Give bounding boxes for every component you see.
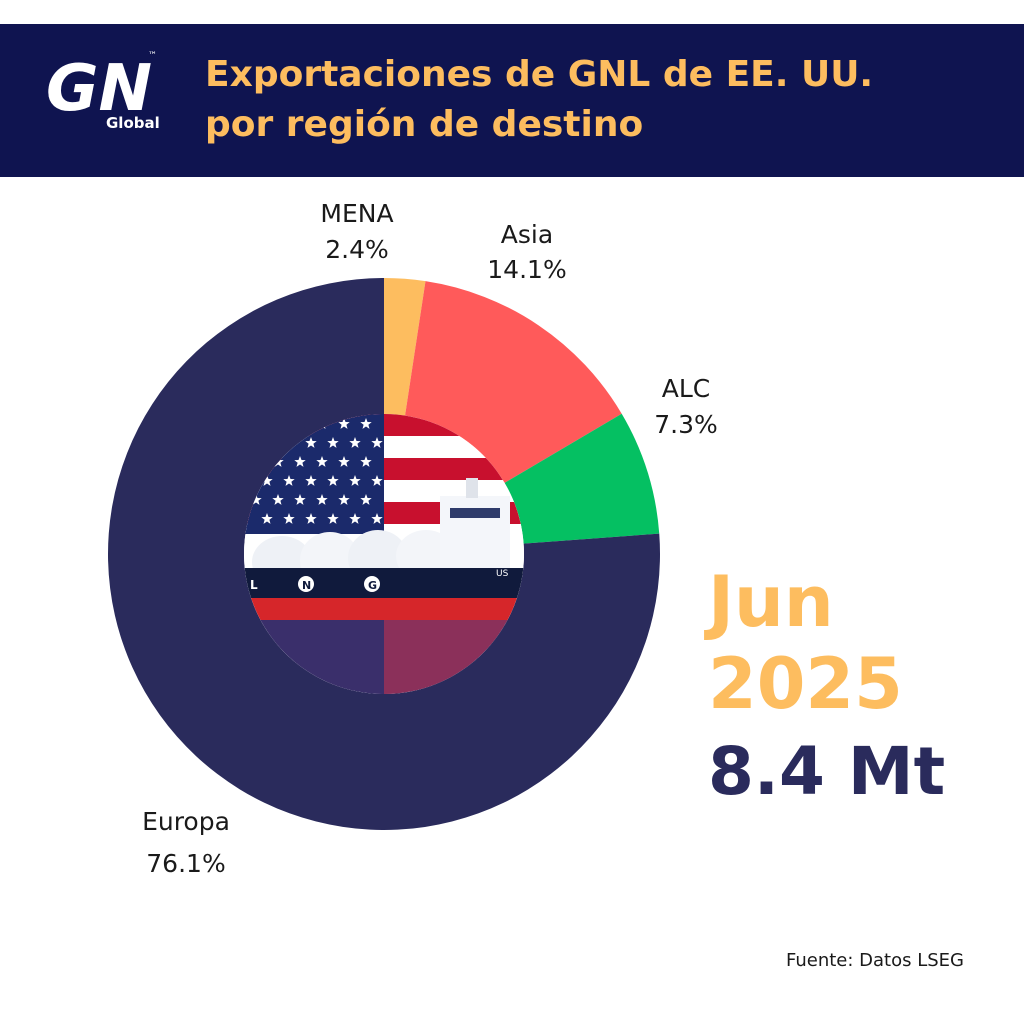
flag-star-icon [338, 418, 350, 429]
flag-star-icon [305, 513, 317, 524]
hull-letter-g: G [368, 579, 377, 592]
flag-star-icon [349, 437, 361, 448]
flag-star-icon [360, 418, 372, 429]
title-line-1: Exportaciones de GNL de EE. UU. [205, 54, 874, 95]
title-line-2: por región de destino [205, 104, 644, 145]
flag-star-icon [327, 475, 339, 486]
flag-star-icon [316, 456, 328, 467]
label-mena-value: 2.4% [325, 235, 389, 264]
flag-star-icon [371, 475, 383, 486]
slice-europa [107, 278, 660, 830]
chart-title: Exportaciones de GNL de EE. UU. por regi… [205, 50, 1005, 150]
flag-star-icon [305, 437, 317, 448]
flag-star-icon [327, 437, 339, 448]
flag-star-icon [250, 494, 262, 505]
flag-star-icon [360, 494, 372, 505]
flag-star-icon [349, 475, 361, 486]
logo-sub-text: Global [106, 114, 160, 132]
flag-star-icon [338, 456, 350, 467]
us-flag-lng-tanker-icon: L N G US [244, 414, 524, 694]
label-asia-name: Asia [501, 220, 553, 249]
source-note: Fuente: Datos LSEG [785, 950, 964, 971]
flag-star-icon [371, 513, 383, 524]
flag-star-icon [316, 494, 328, 505]
label-mena-name: MENA [320, 199, 393, 228]
flag-star-icon [294, 494, 306, 505]
flag-star-icon [272, 494, 284, 505]
slice-asia [405, 281, 622, 483]
flag-star-icon [261, 475, 273, 486]
label-europa-value: 76.1% [146, 849, 225, 878]
summary-year: 2025 [708, 643, 903, 725]
label-asia-value: 14.1% [487, 255, 566, 284]
flag-star-icon [305, 475, 317, 486]
label-alc-name: ALC [662, 374, 711, 403]
label-europa-name: Europa [142, 807, 230, 836]
summary-month: Jun [708, 561, 834, 643]
hull-letter-l: L [250, 578, 258, 592]
flag-star-icon [338, 494, 350, 505]
logo-tm: ™ [148, 51, 157, 61]
hull-mark: US [496, 569, 509, 579]
donut-slices [107, 278, 660, 830]
flag-star-icon [327, 513, 339, 524]
summary-total: 8.4 Mt [708, 733, 946, 810]
hull-letter-n: N [302, 579, 311, 592]
flag-star-icon [349, 513, 361, 524]
flag-star-icon [283, 513, 295, 524]
slice-alc [504, 413, 660, 544]
flag-star-icon [371, 437, 383, 448]
gnl-global-logo: GN Global ™ [46, 51, 160, 132]
flag-star-icon [360, 456, 372, 467]
header-banner [0, 24, 1024, 177]
flag-star-icon [294, 456, 306, 467]
flag-star-icon [283, 475, 295, 486]
label-alc-value: 7.3% [654, 410, 718, 439]
slice-mena [384, 278, 426, 416]
flag-star-icon [261, 513, 273, 524]
